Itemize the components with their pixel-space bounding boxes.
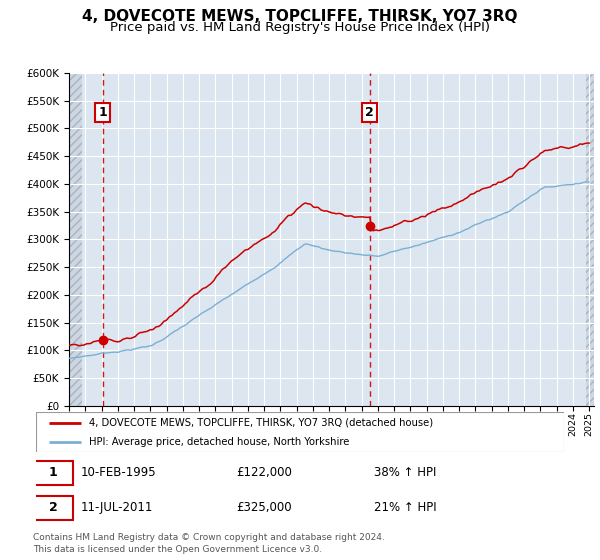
FancyBboxPatch shape	[34, 496, 73, 520]
Text: 2: 2	[365, 106, 374, 119]
Text: Contains HM Land Registry data © Crown copyright and database right 2024.
This d: Contains HM Land Registry data © Crown c…	[33, 533, 385, 554]
Bar	[69, 73, 82, 406]
FancyBboxPatch shape	[36, 412, 564, 452]
Text: 2: 2	[49, 501, 58, 515]
Text: 1: 1	[49, 466, 58, 479]
Text: 4, DOVECOTE MEWS, TOPCLIFFE, THIRSK, YO7 3RQ: 4, DOVECOTE MEWS, TOPCLIFFE, THIRSK, YO7…	[82, 9, 518, 24]
Text: Price paid vs. HM Land Registry's House Price Index (HPI): Price paid vs. HM Land Registry's House …	[110, 21, 490, 34]
Text: HPI: Average price, detached house, North Yorkshire: HPI: Average price, detached house, Nort…	[89, 437, 349, 447]
Text: £122,000: £122,000	[236, 466, 293, 479]
Text: 11-JUL-2011: 11-JUL-2011	[81, 501, 153, 515]
Text: 4, DOVECOTE MEWS, TOPCLIFFE, THIRSK, YO7 3RQ (detached house): 4, DOVECOTE MEWS, TOPCLIFFE, THIRSK, YO7…	[89, 418, 433, 428]
Text: £325,000: £325,000	[236, 501, 292, 515]
FancyBboxPatch shape	[34, 461, 73, 485]
Text: 38% ↑ HPI: 38% ↑ HPI	[374, 466, 436, 479]
Text: 1: 1	[98, 106, 107, 119]
Bar	[586, 73, 594, 406]
Text: 21% ↑ HPI: 21% ↑ HPI	[374, 501, 437, 515]
Text: 10-FEB-1995: 10-FEB-1995	[81, 466, 157, 479]
